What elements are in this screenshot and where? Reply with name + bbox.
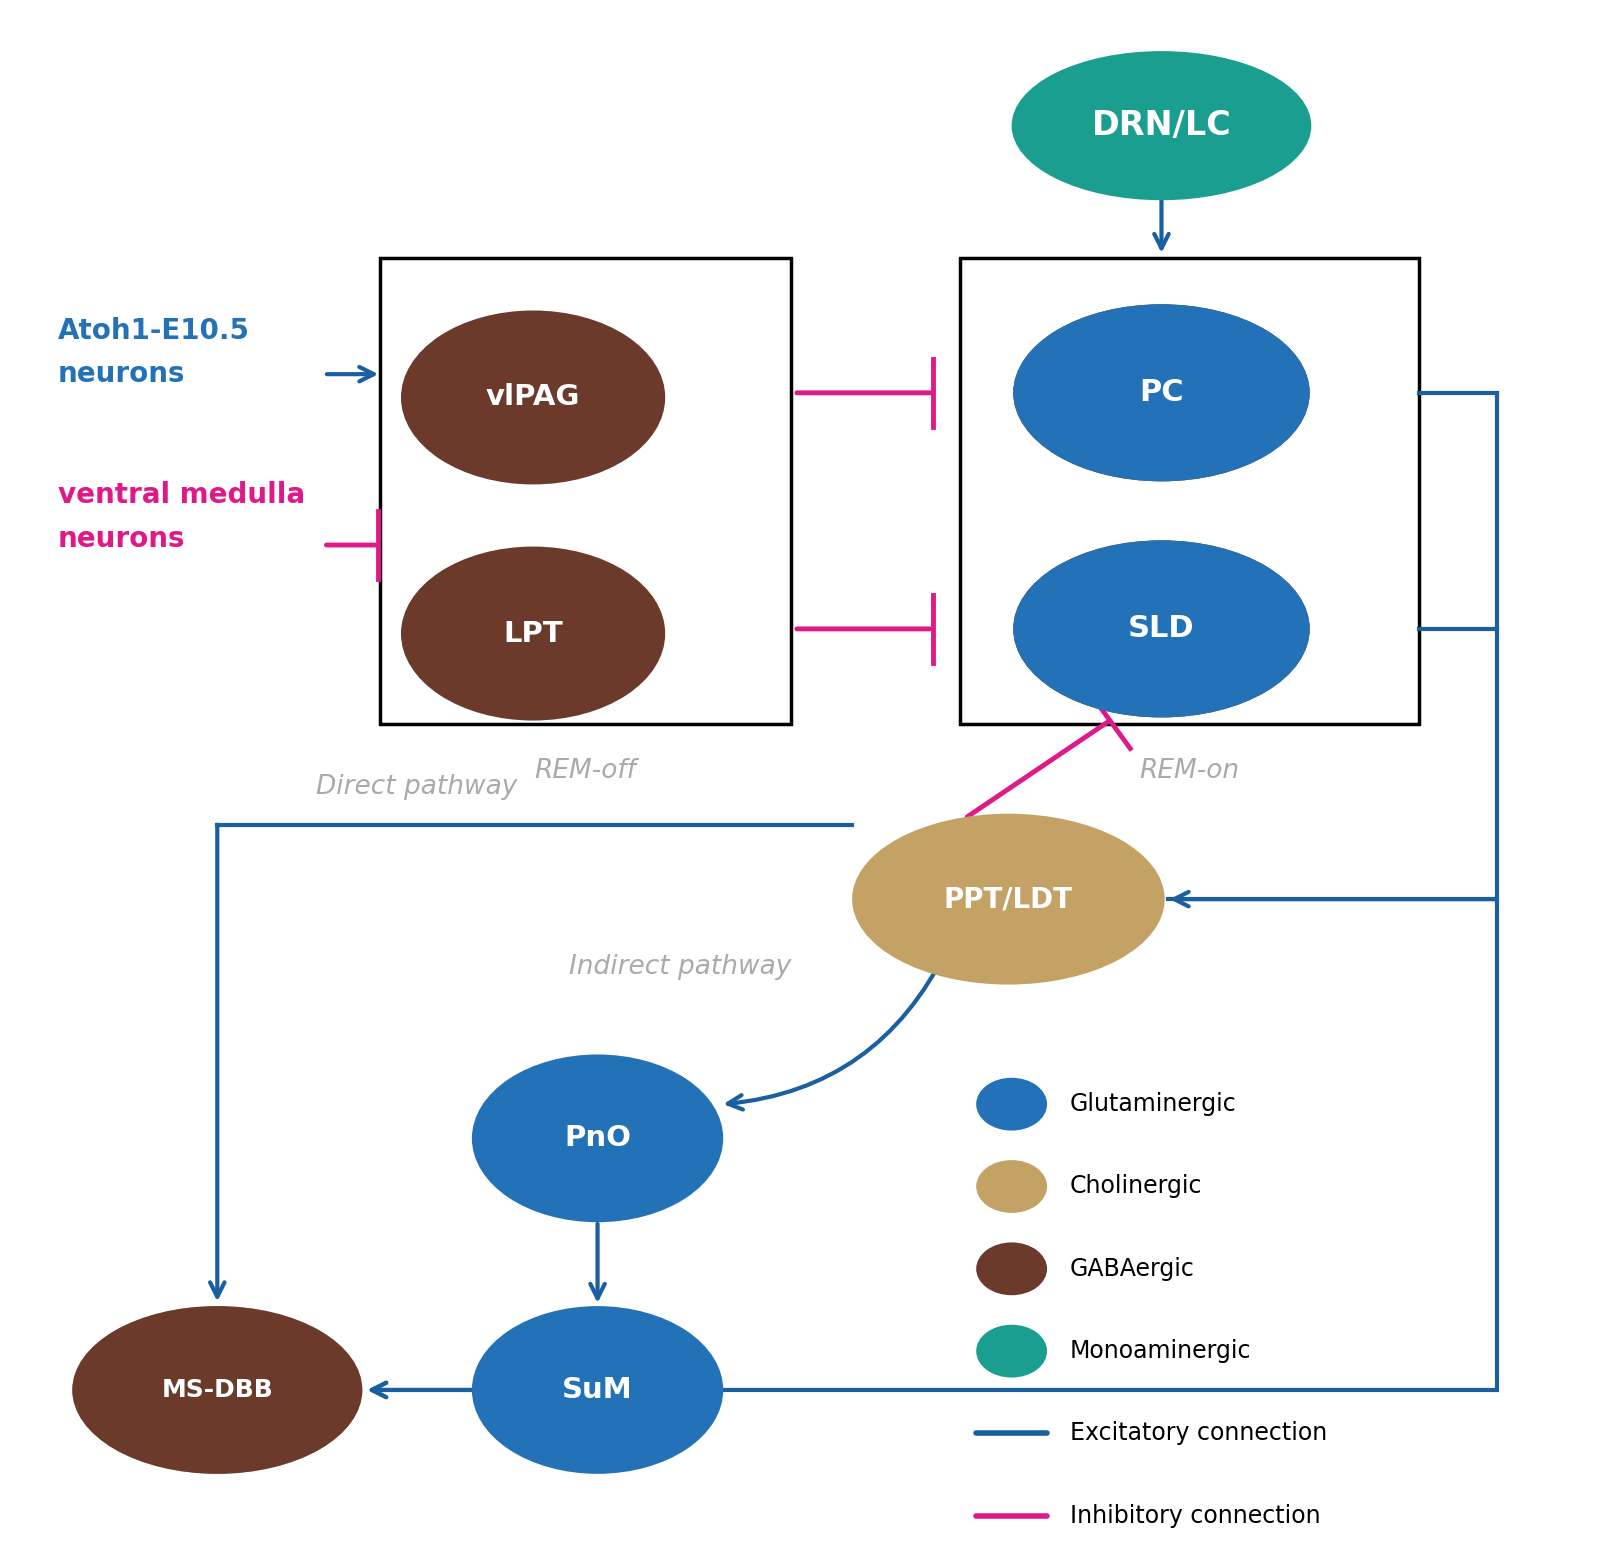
Ellipse shape [1014, 540, 1309, 717]
Text: Atoh1-E10.5: Atoh1-E10.5 [58, 317, 250, 345]
Ellipse shape [471, 1055, 723, 1221]
Ellipse shape [976, 1161, 1047, 1214]
Text: PnO: PnO [563, 1125, 631, 1153]
Ellipse shape [1014, 305, 1309, 481]
Text: SuM: SuM [562, 1376, 633, 1404]
Ellipse shape [400, 311, 665, 484]
Text: Glutaminergic: Glutaminergic [1070, 1092, 1236, 1116]
FancyArrowPatch shape [371, 1383, 471, 1397]
Ellipse shape [976, 1242, 1047, 1295]
FancyArrowPatch shape [728, 949, 947, 1109]
Text: neurons: neurons [58, 359, 186, 387]
Ellipse shape [1014, 540, 1309, 717]
Text: MS-DBB: MS-DBB [161, 1379, 273, 1402]
Ellipse shape [73, 1305, 362, 1474]
FancyArrowPatch shape [591, 1223, 605, 1298]
Text: LPT: LPT [504, 619, 563, 647]
Ellipse shape [1012, 51, 1311, 201]
Text: REM-off: REM-off [534, 758, 636, 784]
Text: PC: PC [1139, 378, 1183, 408]
Ellipse shape [976, 1078, 1047, 1131]
Text: Indirect pathway: Indirect pathway [568, 954, 791, 980]
FancyArrowPatch shape [328, 367, 374, 381]
Text: Inhibitory connection: Inhibitory connection [1070, 1503, 1320, 1528]
Ellipse shape [1014, 305, 1309, 481]
Ellipse shape [73, 1305, 362, 1474]
FancyArrowPatch shape [1173, 892, 1496, 907]
Text: Direct pathway: Direct pathway [316, 775, 516, 800]
FancyArrowPatch shape [371, 1383, 1496, 1397]
Text: SLD: SLD [1128, 615, 1194, 643]
Text: vlPAG: vlPAG [486, 383, 581, 411]
Text: Cholinergic: Cholinergic [1070, 1175, 1202, 1198]
Text: ventral medulla: ventral medulla [58, 481, 305, 509]
Text: Excitatory connection: Excitatory connection [1070, 1422, 1327, 1446]
Text: neurons: neurons [58, 524, 186, 552]
Ellipse shape [976, 1324, 1047, 1377]
Ellipse shape [400, 546, 665, 720]
Text: REM-on: REM-on [1139, 758, 1240, 784]
Text: GABAergic: GABAergic [1070, 1257, 1194, 1281]
FancyArrowPatch shape [210, 825, 224, 1296]
Text: Monoaminergic: Monoaminergic [1070, 1340, 1251, 1363]
Text: PPT/LDT: PPT/LDT [944, 885, 1073, 913]
Ellipse shape [852, 814, 1165, 985]
FancyArrowPatch shape [1154, 201, 1169, 249]
FancyBboxPatch shape [960, 258, 1419, 724]
Text: DRN/LC: DRN/LC [1091, 109, 1231, 142]
Ellipse shape [471, 1305, 723, 1474]
FancyBboxPatch shape [379, 258, 791, 724]
